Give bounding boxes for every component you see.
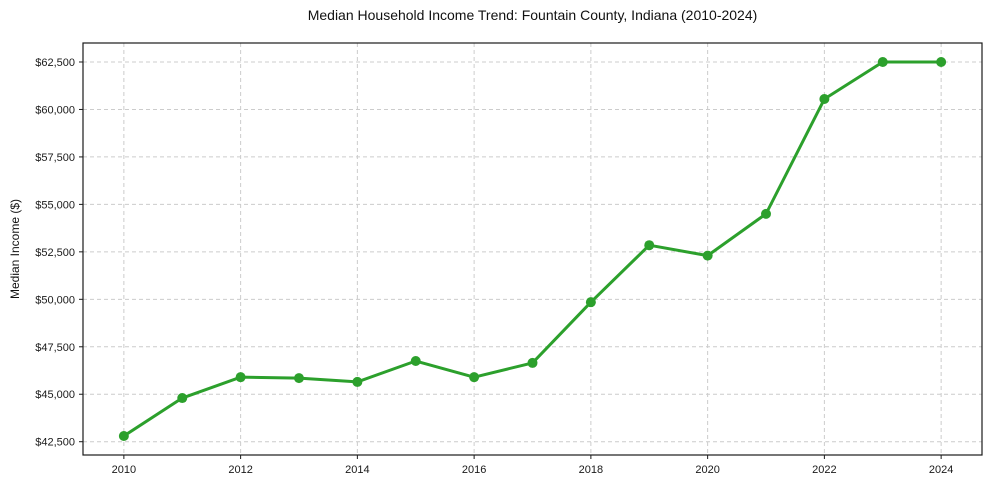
x-tick-label: 2016 [462,464,486,476]
data-point-2014 [352,376,363,387]
plot-border [82,42,983,456]
y-tick-label: $45,000 [35,389,75,401]
trend-line [122,60,943,438]
y-tick-label: $47,500 [35,342,75,354]
y-tick-label: $42,500 [35,437,75,449]
data-point-2019 [644,240,655,251]
x-tick-label: 2020 [695,464,719,476]
y-tick-label: $60,000 [35,104,75,116]
axis-spines [82,42,983,456]
y-tick-label: $57,500 [35,152,75,164]
y-tick-label: $55,000 [35,199,75,211]
data-point-2021 [761,208,772,219]
data-point-2015 [410,356,421,367]
y-tick-label: $52,500 [35,247,75,259]
data-series [118,56,947,442]
data-point-2022 [819,94,830,105]
y-tick-label: $62,500 [35,57,75,69]
x-tick-label: 2010 [112,464,136,476]
data-point-2013 [293,373,304,384]
x-tick-label: 2012 [228,464,252,476]
data-point-2011 [177,393,188,404]
data-point-2018 [585,297,596,308]
x-tick-label: 2014 [345,464,369,476]
x-tick-label: 2022 [812,464,836,476]
data-point-2024 [936,56,947,67]
data-point-2023 [877,56,888,67]
data-point-2010 [118,431,129,442]
axis-tick-marks [79,61,942,459]
data-point-2012 [235,372,246,383]
chart-title: Median Household Income Trend: Fountain … [307,7,758,23]
y-tick-labels: $42,500 $45,000 $47,500 $50,000 $52,500 $55,0… [35,57,75,449]
data-point-2016 [469,372,480,383]
gridlines [83,43,982,455]
data-point-2017 [527,357,538,368]
x-tick-label: 2024 [929,464,953,476]
x-tick-labels: 2010 2012 2014 2016 2018 2020 2022 2024 [112,464,954,476]
x-tick-label: 2018 [579,464,603,476]
y-tick-label: $50,000 [35,294,75,306]
data-point-2020 [702,250,713,261]
